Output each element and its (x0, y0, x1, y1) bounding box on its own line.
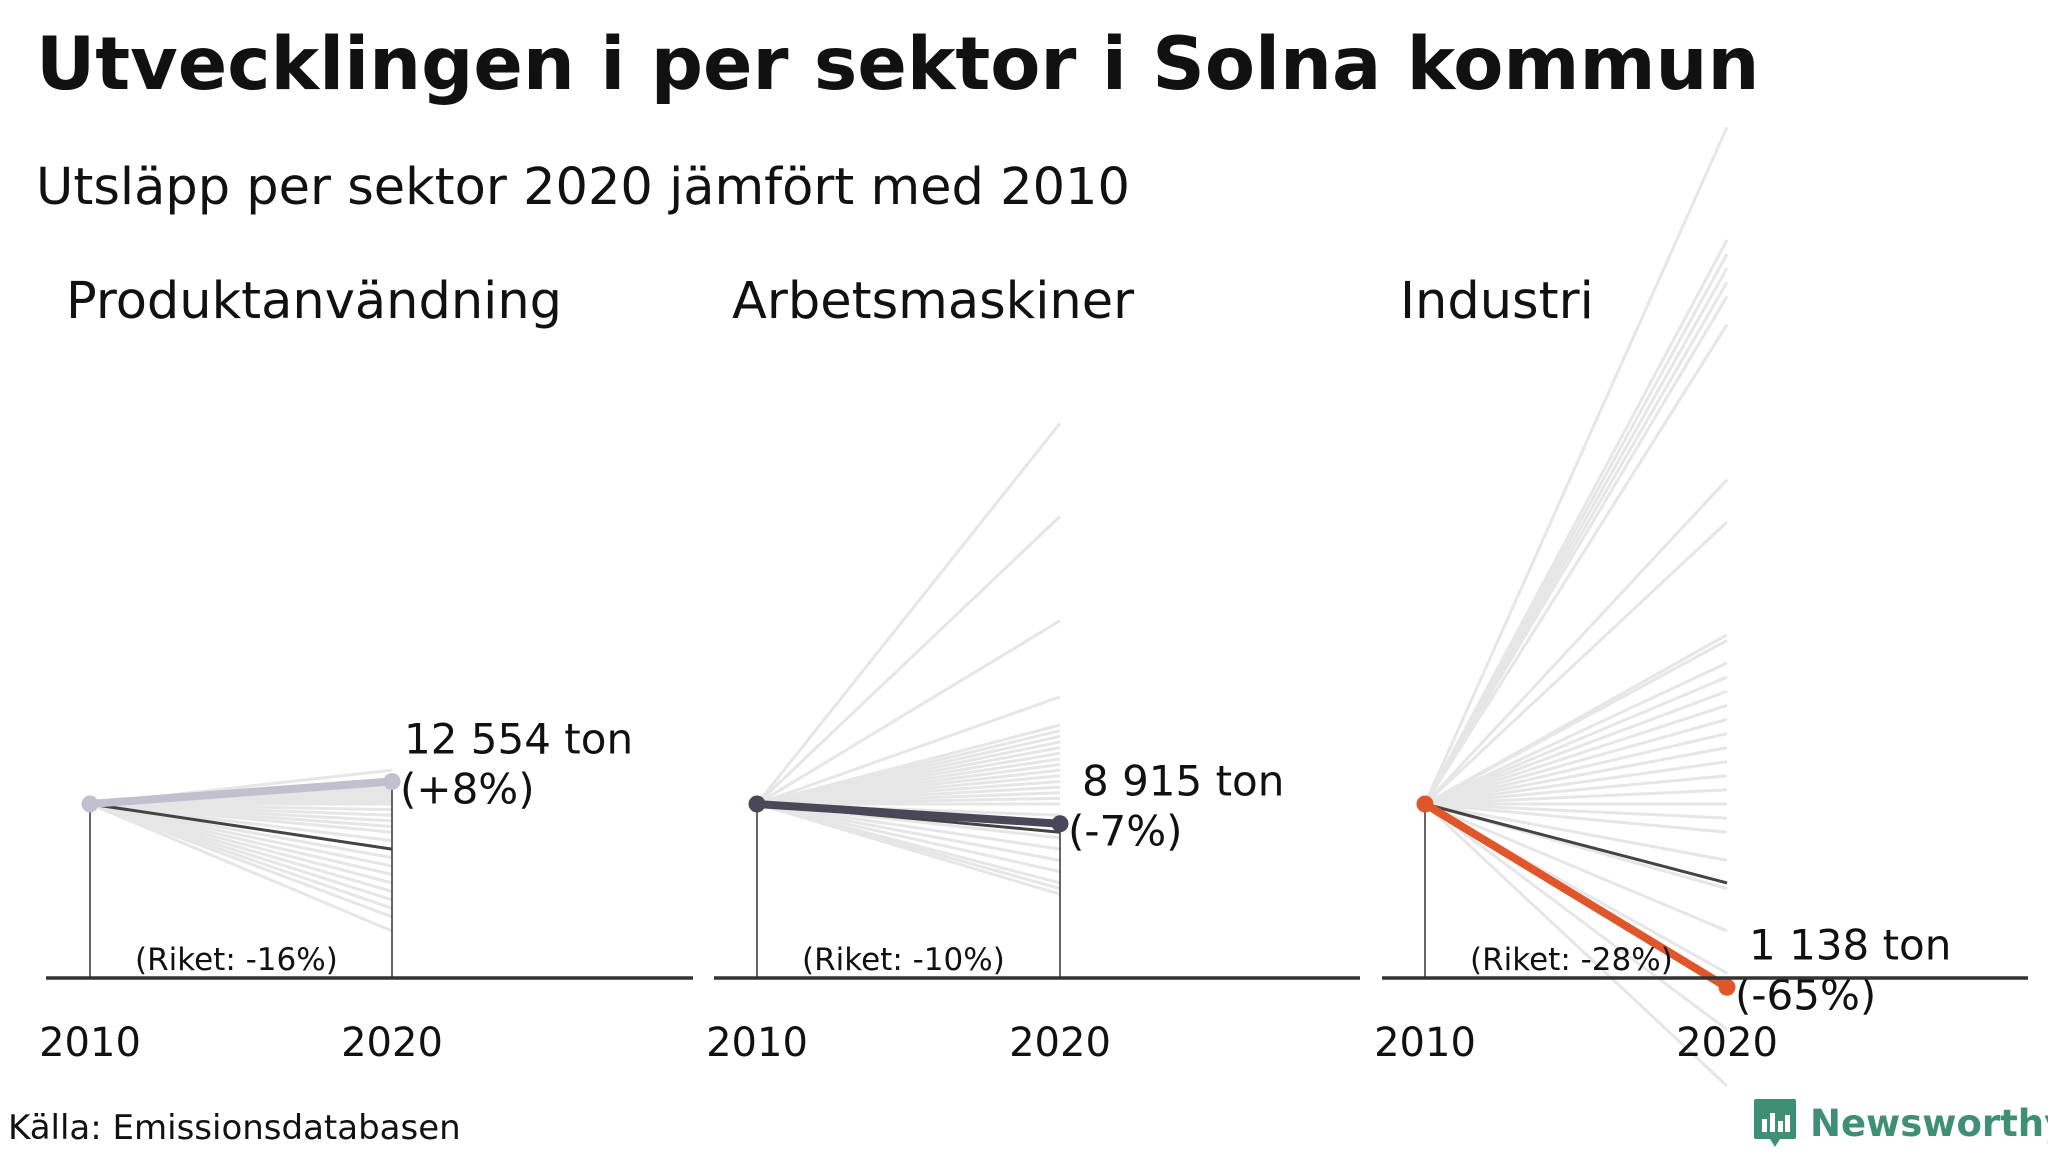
panel-title: Industri (1400, 272, 1594, 331)
chart-title: Utvecklingen i per sektor i Solna kommun (36, 22, 1760, 107)
municipality-line (756, 802, 1061, 874)
municipality-line (1424, 689, 1728, 806)
highlight-line (1421, 800, 1731, 992)
riket-line (1424, 802, 1728, 885)
panel-title: Arbetsmaskiner (732, 272, 1134, 331)
newsworthy-logo-icon (1754, 1099, 1796, 1147)
x-tick-label: 2020 (1676, 1020, 1778, 1066)
municipality-line (1423, 295, 1729, 805)
municipality-line (756, 802, 1061, 862)
change-label: (+8%) (400, 764, 535, 813)
highlight-point-2020 (383, 772, 401, 790)
highlight-line (753, 800, 1064, 828)
brand-name: Newsworthy (1810, 1101, 2048, 1145)
municipality-line (1424, 802, 1728, 834)
change-label: (-7%) (1068, 807, 1183, 856)
municipality-line (756, 802, 1061, 896)
value-label: 8 915 ton (1082, 757, 1284, 806)
panel-1: Produktanvändning 12 554 ton(+8%) (Riket: … (39, 272, 693, 1066)
x-tick-label: 2020 (1009, 1020, 1111, 1066)
municipality-line (1424, 661, 1728, 806)
riket-label: (Riket: -28%) (1470, 942, 1673, 978)
municipality-line (1424, 717, 1728, 806)
riket-label: (Riket: -16%) (135, 942, 338, 978)
highlight-point-2010 (748, 795, 766, 813)
municipality-line (1424, 802, 1728, 1031)
highlight-line (86, 777, 396, 808)
source-note: Källa: Emissionsdatabasen (8, 1108, 461, 1148)
highlight-point-2010 (1416, 795, 1434, 813)
municipality-line (756, 802, 1061, 851)
newsworthy-logo: Newsworthy (1752, 1097, 2048, 1149)
municipality-line (89, 802, 393, 933)
municipality-line (1423, 802, 1729, 1088)
highlight-point-2010 (81, 795, 99, 813)
municipality-line (1423, 126, 1729, 805)
municipality-line (1424, 802, 1728, 820)
municipality-line (1424, 760, 1728, 806)
municipality-line (89, 802, 393, 919)
highlight-point-2020 (1718, 978, 1736, 996)
x-tick-label: 2010 (706, 1020, 808, 1066)
riket-label: (Riket: -10%) (802, 942, 1005, 978)
municipality-line (756, 695, 1061, 806)
x-tick-label: 2010 (1374, 1020, 1476, 1066)
municipality-line (1424, 639, 1728, 806)
municipality-line (1423, 323, 1729, 805)
municipality-line (756, 619, 1061, 806)
municipality-line (755, 422, 1062, 805)
municipality-line (1423, 520, 1729, 806)
municipality-line (755, 515, 1062, 806)
municipality-line (1424, 802, 1728, 933)
highlight-point-2020 (1051, 815, 1069, 833)
municipality-line (1424, 746, 1728, 806)
municipality-line (1424, 774, 1728, 806)
municipality-line (1423, 478, 1729, 806)
municipality-line (1424, 788, 1728, 806)
riket-line (89, 802, 393, 851)
municipality-line (1424, 703, 1728, 806)
value-label: 1 138 ton (1749, 920, 1951, 969)
panel-2: Arbetsmaskiner 8 915 ton(-7%) (Riket: -10%… (706, 272, 1360, 1066)
x-tick-label: 2020 (341, 1020, 443, 1066)
municipality-line (1424, 802, 1728, 862)
municipality-line (1424, 675, 1728, 806)
x-tick-label: 2010 (39, 1020, 141, 1066)
chart-subtitle: Utsläpp per sektor 2020 jämfört med 2010 (36, 158, 1130, 217)
panel-title: Produktanvändning (66, 272, 562, 331)
value-label: 12 554 ton (404, 714, 633, 763)
municipality-line (1424, 732, 1728, 806)
